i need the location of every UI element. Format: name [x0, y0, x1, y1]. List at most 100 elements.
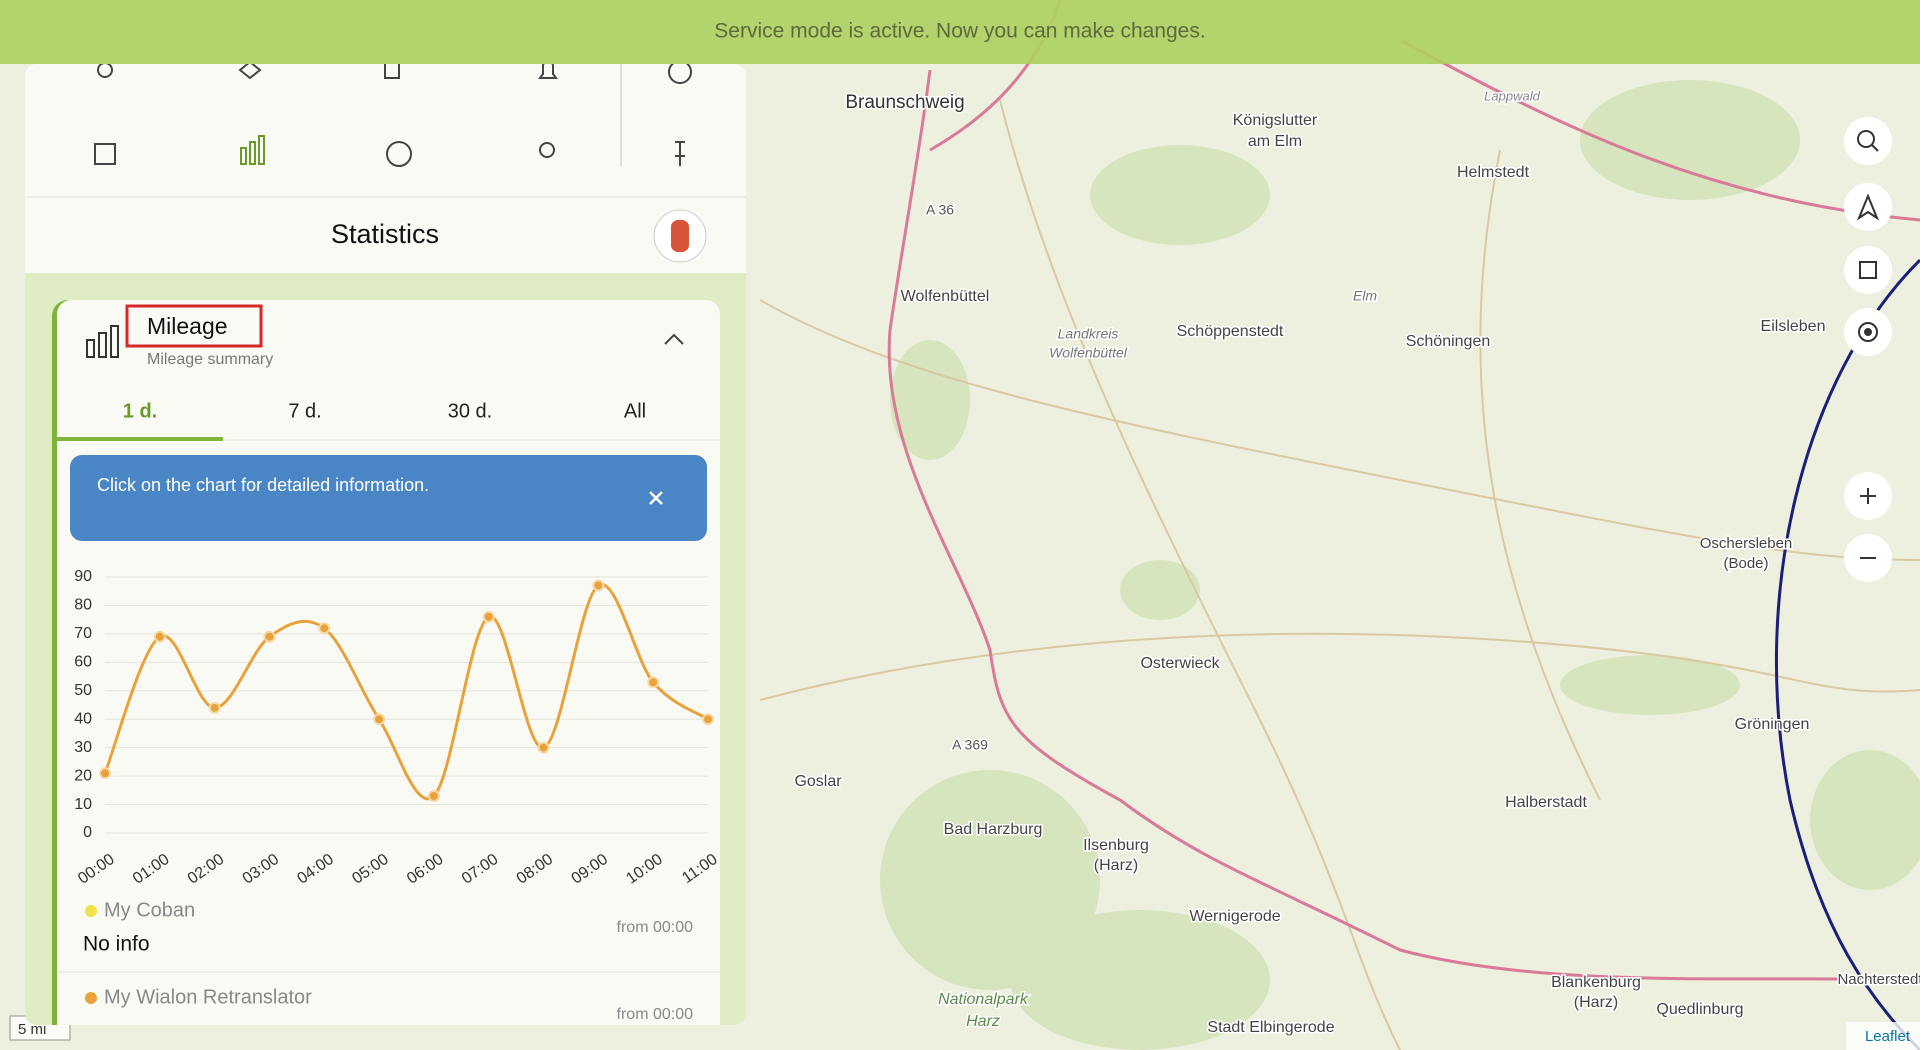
y-tick-label: 60: [74, 654, 92, 671]
highlight-box: [125, 304, 263, 348]
navigate-button[interactable]: [1844, 183, 1892, 231]
tab-indicator: [57, 437, 223, 441]
data-point: [373, 713, 386, 726]
info-close[interactable]: [649, 491, 663, 505]
unit-since: from 00:00: [617, 1006, 694, 1023]
tool-icon-active[interactable]: [240, 135, 265, 165]
geofence-circle: [1774, 258, 1920, 1050]
tool-icon[interactable]: [538, 61, 558, 79]
y-tick-label: 20: [74, 767, 92, 784]
tab[interactable]: 30 d.: [448, 400, 492, 422]
map-label: Königslutter: [1233, 112, 1318, 129]
data-point: [99, 767, 111, 780]
unit-dot: [85, 992, 97, 1004]
map-label: Elm: [1353, 288, 1377, 304]
map-label: am Elm: [1248, 133, 1302, 150]
data-point: [592, 579, 605, 592]
tab[interactable]: 1 d.: [123, 400, 157, 422]
tabs: 1 d. 7 d. 30 d. All: [123, 400, 646, 422]
y-tick-label: 90: [74, 568, 92, 585]
card-icon: [86, 325, 119, 358]
info-text: Click on the chart for detailed informat…: [97, 475, 429, 495]
data-point: [537, 741, 550, 754]
y-tick-label: 50: [74, 682, 92, 699]
tool-icon[interactable]: [675, 141, 685, 166]
map-label: A 36: [926, 202, 954, 218]
info-banner: [70, 455, 707, 541]
scale: 5 mi: [18, 1021, 46, 1038]
map-label: Lappwald: [1484, 88, 1540, 103]
data-point: [318, 622, 331, 635]
map-label: Landkreis: [1058, 326, 1119, 342]
map-label: Wolfenbüttel: [1049, 345, 1128, 361]
map-label: Gröningen: [1735, 716, 1810, 733]
y-tick-label: 10: [74, 796, 92, 813]
map-label: Ilsenburg: [1083, 837, 1149, 854]
tool-icon[interactable]: [238, 62, 262, 80]
map-label: Braunschweig: [845, 92, 964, 113]
tool-icon[interactable]: [539, 142, 555, 158]
tool-icon[interactable]: [386, 141, 412, 167]
attribution-box: [1846, 1022, 1920, 1050]
card-subtitle: Mileage summary: [147, 351, 273, 368]
map-labels: Braunschweig Königslutter am Elm Helmstedt L…: [793, 87, 1920, 1038]
attribution[interactable]: Leaflet: [1865, 1028, 1911, 1045]
y-tick-label: 70: [74, 625, 92, 642]
map-label: A 369: [952, 737, 988, 753]
banner-text: Service mode is active. Now you can make…: [714, 20, 1205, 43]
data-point: [647, 676, 660, 689]
tool-icon[interactable]: [384, 62, 400, 79]
map-roads: [759, 99, 1920, 1050]
map-controls: [1844, 117, 1892, 582]
map-label: Osterwieck: [1140, 655, 1220, 672]
tab[interactable]: 7 d.: [288, 400, 321, 422]
map-forests: [880, 80, 1920, 1050]
map-label: Schöningen: [1406, 333, 1491, 350]
unit-name[interactable]: My Coban: [104, 899, 195, 921]
map-label: Nationalpark: [938, 991, 1029, 1008]
map-label: Wernigerode: [1189, 908, 1280, 925]
map-label: Nachterstedt: [1837, 971, 1920, 988]
car-icon: [671, 220, 689, 252]
map-label: Wolfenbüttel: [901, 288, 990, 305]
card-title: Mileage: [147, 313, 228, 339]
map-label: (Harz): [1094, 857, 1138, 874]
map-label: Schöppenstedt: [1177, 323, 1284, 340]
tool-icon[interactable]: [97, 63, 113, 78]
map-label: (Bode): [1723, 555, 1768, 572]
service-banner: [0, 0, 1920, 64]
map-label: Stadt Elbingerode: [1207, 1019, 1334, 1036]
panel: Statistics Mileage Mileage summary 1 d. 7…: [25, 61, 746, 1025]
map-label: Eilsleben: [1761, 318, 1826, 335]
y-tick-label: 80: [74, 597, 92, 614]
data-point: [208, 701, 221, 714]
map-label: (Harz): [1574, 994, 1618, 1011]
data-point: [153, 630, 166, 643]
data-point: [427, 790, 440, 803]
unit-dot: [85, 905, 97, 917]
y-tick-label: 40: [74, 710, 92, 727]
y-tick-label: 0: [83, 824, 92, 841]
tool-icon[interactable]: [94, 143, 116, 165]
tab[interactable]: All: [624, 400, 646, 422]
data-point: [482, 610, 495, 623]
toolbar: [94, 61, 692, 167]
panel-title: Statistics: [331, 219, 439, 249]
unit-name[interactable]: My Wialon Retranslator: [104, 986, 312, 1008]
map-label: Quedlinburg: [1656, 1001, 1743, 1018]
search-button[interactable]: [1844, 117, 1892, 165]
map-label: Halberstadt: [1505, 794, 1587, 811]
unit-value: No info: [83, 933, 150, 956]
data-point: [263, 630, 276, 643]
map-label: Blankenburg: [1551, 974, 1641, 991]
unit-since: from 00:00: [617, 919, 694, 936]
map-label: Bad Harzburg: [944, 821, 1043, 838]
data-point: [702, 713, 714, 726]
y-tick-label: 30: [74, 739, 92, 756]
fit-button[interactable]: [1844, 246, 1892, 294]
tool-icon[interactable]: [668, 61, 692, 84]
collapse-button[interactable]: [664, 333, 684, 345]
map-label: Goslar: [794, 773, 842, 790]
